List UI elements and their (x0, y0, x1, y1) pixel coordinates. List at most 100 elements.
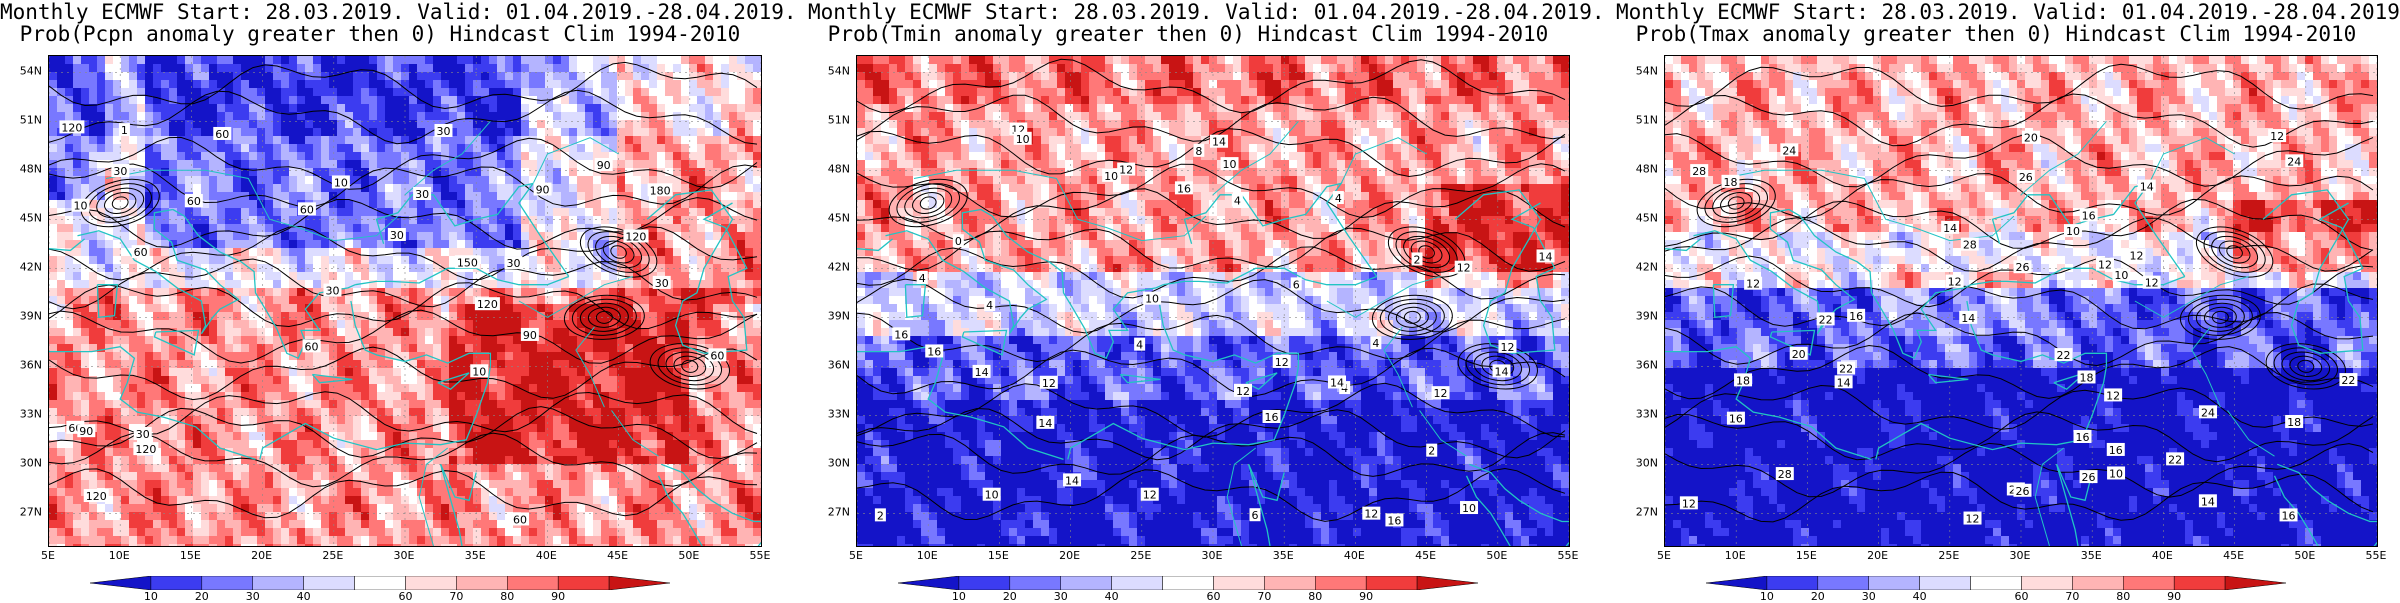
lon-tick-label: 5E (849, 549, 863, 562)
contour-label: 30 (655, 277, 669, 290)
lon-tick-label: 30E (393, 549, 415, 562)
contour-label: 14 (1330, 376, 1344, 389)
colorbar-label: 90 (2167, 590, 2182, 603)
contour-label: 2 (1428, 445, 1435, 458)
colorbar-label: 80 (500, 590, 515, 603)
panel-title-line1: Monthly ECMWF Start: 28.03.2019. Valid: … (808, 0, 1605, 24)
colorbar-label: 70 (449, 590, 464, 603)
contour-label: 12 (2270, 130, 2284, 143)
contour-label: 30 (436, 125, 450, 138)
contour-label: 150 (457, 256, 478, 269)
contour-label: 120 (86, 490, 107, 503)
contour-label: 24 (2287, 155, 2301, 168)
contour-label: 16 (2082, 209, 2096, 222)
lon-tick-label: 50E (678, 549, 700, 562)
contour-label: 4 (1372, 337, 1379, 350)
contour-label: 4 (1335, 192, 1342, 205)
contour-label: 14 (1212, 136, 1226, 149)
contour-label: 22 (1839, 363, 1853, 376)
contour-label: 12 (1500, 341, 1514, 354)
lon-tick-label: 15E (987, 549, 1009, 562)
lat-tick-label: 54N (827, 64, 850, 78)
contour-label: 16 (894, 328, 908, 341)
contour-label: 10 (472, 365, 486, 378)
contour-label: 22 (1819, 313, 1833, 326)
contour-label: 90 (523, 329, 537, 342)
lat-tick-label: 48N (19, 162, 42, 176)
contour-label: 12 (2145, 277, 2159, 290)
contour-label: 12 (1143, 489, 1157, 502)
lon-tick-label: 5E (41, 549, 55, 562)
lat-tick-label: 42N (1635, 260, 1658, 274)
lat-tick-label: 42N (19, 260, 42, 274)
map-area: 120 60 90 30 60 120 60 60 30 90 90 30 120 120 180 60 30 3… (48, 55, 762, 547)
contour-label: 26 (2015, 485, 2029, 498)
contour-label: 60 (710, 349, 724, 362)
lat-tick-label: 36N (827, 358, 850, 372)
contour-label: 120 (477, 298, 498, 311)
contour-label: 14 (2140, 181, 2154, 194)
lat-tick-label: 33N (827, 407, 850, 421)
colorbar-label: 30 (245, 590, 260, 603)
contour-label: 60 (134, 246, 148, 259)
contour-label: 14 (1539, 250, 1553, 263)
lon-tick-label: 25E (1130, 549, 1152, 562)
contour-label: 90 (79, 425, 93, 438)
contour-label: 16 (2109, 444, 2123, 457)
lon-tick-label: 55E (749, 549, 771, 562)
contour-label: 24 (1782, 144, 1796, 157)
contour-label: 6 (1293, 278, 1300, 291)
lon-tick-label: 20E (1059, 549, 1081, 562)
lon-tick-label: 40E (535, 549, 557, 562)
colorbar-label: 30 (1861, 590, 1876, 603)
lon-tick-label: 40E (2151, 549, 2173, 562)
contour-label: 12 (1042, 377, 1056, 390)
contour-label: 16 (2076, 431, 2090, 444)
contour-label: 12 (1275, 356, 1289, 369)
lat-tick-label: 42N (827, 260, 850, 274)
colorbar-label: 20 (1810, 590, 1825, 603)
contour-label: 20 (2024, 132, 2038, 145)
lat-tick-label: 27N (19, 505, 42, 519)
contour-label: 12 (2106, 389, 2120, 402)
contour-label: 12 (2098, 259, 2112, 272)
lat-tick-label: 30N (1635, 456, 1658, 470)
contour-label: 30 (136, 428, 150, 441)
contour-label: 22 (2168, 453, 2182, 466)
lat-tick-label: 51N (827, 113, 850, 127)
contour-label: 28 (1963, 239, 1977, 252)
contour-label: 90 (597, 159, 611, 172)
lon-tick-label: 55E (2365, 549, 2387, 562)
contour-label: 60 (215, 128, 229, 141)
lat-tick-label: 48N (827, 162, 850, 176)
lon-tick-label: 25E (322, 549, 344, 562)
contour-label: 14 (1943, 222, 1957, 235)
colorbar-label: 40 (1104, 590, 1119, 603)
contour-label: 12 (1966, 513, 1980, 526)
colorbar-label: 70 (2065, 590, 2080, 603)
contour-label: 12 (1682, 497, 1696, 510)
lon-tick-label: 50E (2294, 549, 2316, 562)
lat-tick-label: 45N (19, 211, 42, 225)
lon-tick-label: 15E (1795, 549, 1817, 562)
lat-tick-label: 33N (1635, 407, 1658, 421)
contour-label: 10 (1462, 502, 1476, 515)
colorbar-label: 80 (1308, 590, 1323, 603)
map-panel-tmin: Monthly ECMWF Start: 28.03.2019. Valid: … (808, 0, 1605, 603)
lat-tick-label: 39N (19, 309, 42, 323)
contour-label: 16 (2282, 509, 2296, 522)
contour-labels: 120 60 90 30 60 120 60 60 30 90 90 30 120 120 180 60 30 3… (59, 120, 727, 526)
contour-label: 18 (1723, 176, 1737, 189)
colorbar (90, 576, 670, 590)
lon-tick-label: 20E (1867, 549, 1889, 562)
lon-tick-label: 5E (1657, 549, 1671, 562)
lat-tick-label: 39N (827, 309, 850, 323)
contour-label: 10 (1016, 133, 1030, 146)
contour-label: 8 (1195, 145, 1202, 158)
lon-tick-label: 15E (179, 549, 201, 562)
contour-label: 120 (135, 443, 156, 456)
contour-label: 16 (927, 345, 941, 358)
lat-tick-label: 45N (827, 211, 850, 225)
lat-tick-label: 45N (1635, 211, 1658, 225)
lat-tick-label: 48N (1635, 162, 1658, 176)
